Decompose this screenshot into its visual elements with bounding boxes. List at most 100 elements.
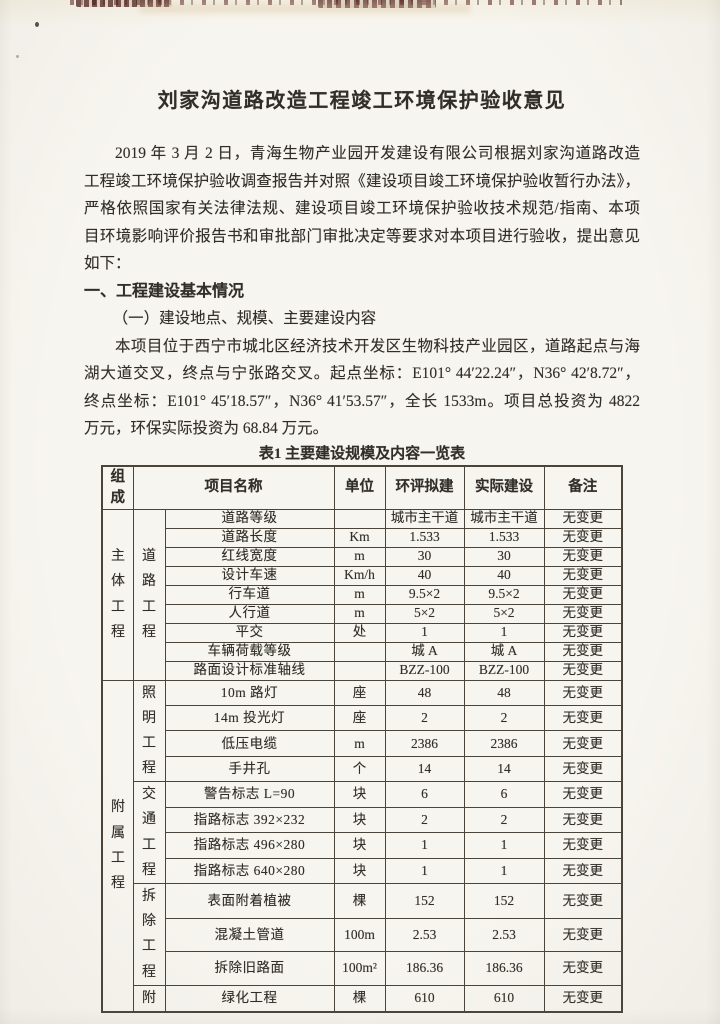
unit-cell: 块 bbox=[333, 857, 386, 885]
item-name-cell: 表面附着植被 bbox=[164, 883, 335, 919]
item-name-cell: 行车道 bbox=[164, 584, 335, 605]
text-line: 湖大道交叉，终点与宁张路交叉。起点坐标：E101° 44′22.24″，N36°… bbox=[84, 365, 640, 382]
item-name-cell: 设计车速 bbox=[164, 565, 335, 586]
table-row: 人行道 m 5×2 5×2 无变更 bbox=[102, 603, 623, 624]
note-cell: 无变更 bbox=[543, 730, 623, 757]
planned-value-cell: BZZ-100 bbox=[384, 660, 465, 681]
text-line: 工程竣工环境保护验收调查报告并对照《建设项目竣工环境保护验收暂行办法》， bbox=[84, 172, 640, 190]
text-line: 2019 年 3 月 2 日，青海生物产业园开发建设有限公司根据刘家沟道路改造 bbox=[115, 145, 640, 162]
section-label-cell: 道路工程 bbox=[132, 508, 166, 681]
actual-value-cell: 2386 bbox=[463, 730, 545, 757]
actual-value-cell: 2.53 bbox=[463, 917, 545, 953]
section-label-cell: 交通工程 bbox=[132, 781, 166, 885]
unit-cell bbox=[333, 641, 386, 662]
actual-value-cell: 城 A bbox=[463, 641, 545, 662]
planned-value-cell: 5×2 bbox=[384, 603, 465, 624]
unit-cell: 座 bbox=[333, 704, 386, 732]
note-cell: 无变更 bbox=[543, 603, 623, 624]
item-name-cell: 指路标志 392×232 bbox=[164, 806, 335, 834]
planned-value-cell: 610 bbox=[384, 984, 465, 1013]
actual-value-cell: 9.5×2 bbox=[463, 584, 545, 605]
actual-value-cell: 14 bbox=[463, 755, 545, 783]
planned-value-cell: 186.36 bbox=[384, 951, 465, 986]
planned-value-cell: 9.5×2 bbox=[384, 584, 465, 605]
table-row: 设计车速 Km/h 40 40 无变更 bbox=[102, 565, 623, 586]
planned-value-cell: 2 bbox=[384, 704, 465, 732]
unit-cell bbox=[333, 660, 386, 681]
document-body: 刘家沟道路改造工程竣工环境保护验收意见 2019 年 3 月 2 日，青海生物产… bbox=[84, 86, 640, 1013]
actual-value-cell: 1 bbox=[463, 622, 545, 643]
text-line: 严格依照国家有关法律法规、建设项目竣工环境保护验收技术规范/指南、本项 bbox=[84, 200, 640, 217]
table-row: 交通工程 警告标志 L=90 块 6 6 无变更 bbox=[102, 781, 623, 885]
item-name-cell: 绿化工程 bbox=[164, 984, 335, 1013]
header-planned: 环评拟建 bbox=[384, 465, 465, 510]
note-cell: 无变更 bbox=[543, 527, 623, 548]
note-cell: 无变更 bbox=[543, 641, 623, 662]
actual-value-cell: 城市主干道 bbox=[463, 508, 545, 529]
table-row: 行车道 m 9.5×2 9.5×2 无变更 bbox=[102, 584, 623, 605]
table-row: 附属工程 照明工程 10m 路灯座 48 48 无变更 bbox=[101, 679, 623, 1013]
unit-cell: Km bbox=[333, 527, 386, 548]
note-cell: 无变更 bbox=[543, 984, 623, 1013]
item-name-cell: 人行道 bbox=[164, 603, 335, 624]
item-name-cell: 混凝土管道 bbox=[164, 917, 335, 953]
table-row: 混凝土管道 100m 2.53 2.53 无变更 bbox=[102, 917, 623, 953]
note-cell: 无变更 bbox=[543, 781, 623, 808]
unit-cell: 块 bbox=[333, 806, 386, 834]
unit-cell: 棵 bbox=[333, 984, 386, 1013]
table-row: 手井孔个 14 14 无变更 bbox=[102, 755, 623, 783]
summary-table-body: 主体工程 道路工程 道路等级 城市主干道 城市主干道 无变更 道路长度 Km 1.533 1.53… bbox=[101, 508, 623, 1013]
unit-cell: Km/h bbox=[333, 565, 386, 586]
header-composition: 组成 bbox=[101, 465, 134, 510]
table-row: 主体工程 道路工程 道路等级 城市主干道 城市主干道 无变更 bbox=[101, 508, 623, 681]
item-name-cell: 指路标志 496×280 bbox=[164, 832, 335, 859]
unit-cell bbox=[333, 508, 386, 529]
note-cell: 无变更 bbox=[543, 508, 623, 529]
note-cell: 无变更 bbox=[543, 704, 623, 732]
section-heading: 一、工程建设基本情况 bbox=[84, 282, 245, 300]
note-cell: 无变更 bbox=[543, 546, 623, 567]
page-title: 刘家沟道路改造工程竣工环境保护验收意见 bbox=[157, 90, 567, 112]
actual-value-cell: 2 bbox=[463, 704, 545, 732]
actual-value-cell: 2 bbox=[463, 806, 545, 834]
item-name-cell: 手井孔 bbox=[164, 755, 335, 783]
planned-value-cell: 1 bbox=[384, 857, 465, 885]
scan-smudge bbox=[140, 4, 470, 13]
note-cell: 无变更 bbox=[543, 755, 623, 783]
item-name-cell: 道路长度 bbox=[164, 527, 335, 548]
planned-value-cell: 40 bbox=[384, 565, 465, 586]
text-line: 万元，环保实际投资为 68.84 万元。 bbox=[84, 420, 329, 437]
location-paragraph: 本项目位于西宁市城北区经济技术开发区生物科技产业园区，道路起点与海湖大道交叉，终… bbox=[84, 333, 640, 443]
note-cell: 无变更 bbox=[543, 832, 623, 859]
unit-cell: 棵 bbox=[333, 883, 386, 919]
note-cell: 无变更 bbox=[543, 806, 623, 834]
planned-value-cell: 2 bbox=[384, 806, 465, 834]
planned-value-cell: 48 bbox=[384, 679, 465, 706]
unit-cell: m bbox=[333, 546, 386, 567]
table-row: 14m 投光灯座 2 2 无变更 bbox=[102, 704, 623, 732]
unit-cell: 座 bbox=[333, 679, 386, 706]
actual-value-cell: 5×2 bbox=[463, 603, 545, 624]
actual-value-cell: 610 bbox=[463, 984, 545, 1013]
unit-cell: m bbox=[333, 584, 386, 605]
note-cell: 无变更 bbox=[543, 917, 623, 953]
actual-value-cell: BZZ-100 bbox=[463, 660, 545, 681]
planned-value-cell: 14 bbox=[384, 755, 465, 783]
unit-cell: 块 bbox=[333, 781, 386, 808]
section-label-cell: 附 bbox=[132, 984, 166, 1013]
actual-value-cell: 6 bbox=[463, 781, 545, 808]
note-cell: 无变更 bbox=[543, 951, 623, 986]
planned-value-cell: 152 bbox=[384, 883, 465, 919]
construction-summary-table: 组成 项目名称 单位 环评拟建 实际建设 备注 主体工程 道路工程 道路等级 城市主干… bbox=[101, 464, 623, 1013]
note-cell: 无变更 bbox=[543, 565, 623, 586]
text-line: 本项目位于西宁市城北区经济技术开发区生物科技产业园区，道路起点与海 bbox=[115, 337, 640, 355]
table-row: 红线宽度 m 30 30 无变更 bbox=[102, 546, 623, 567]
planned-value-cell: 1 bbox=[384, 622, 465, 643]
unit-cell: m bbox=[333, 603, 386, 624]
scan-edge-mark-cluster bbox=[76, 0, 172, 7]
planned-value-cell: 2386 bbox=[384, 730, 465, 757]
note-cell: 无变更 bbox=[543, 622, 623, 643]
table-row: 道路长度 Km 1.533 1.533 无变更 bbox=[102, 527, 623, 548]
unit-cell: 100m² bbox=[333, 951, 386, 986]
